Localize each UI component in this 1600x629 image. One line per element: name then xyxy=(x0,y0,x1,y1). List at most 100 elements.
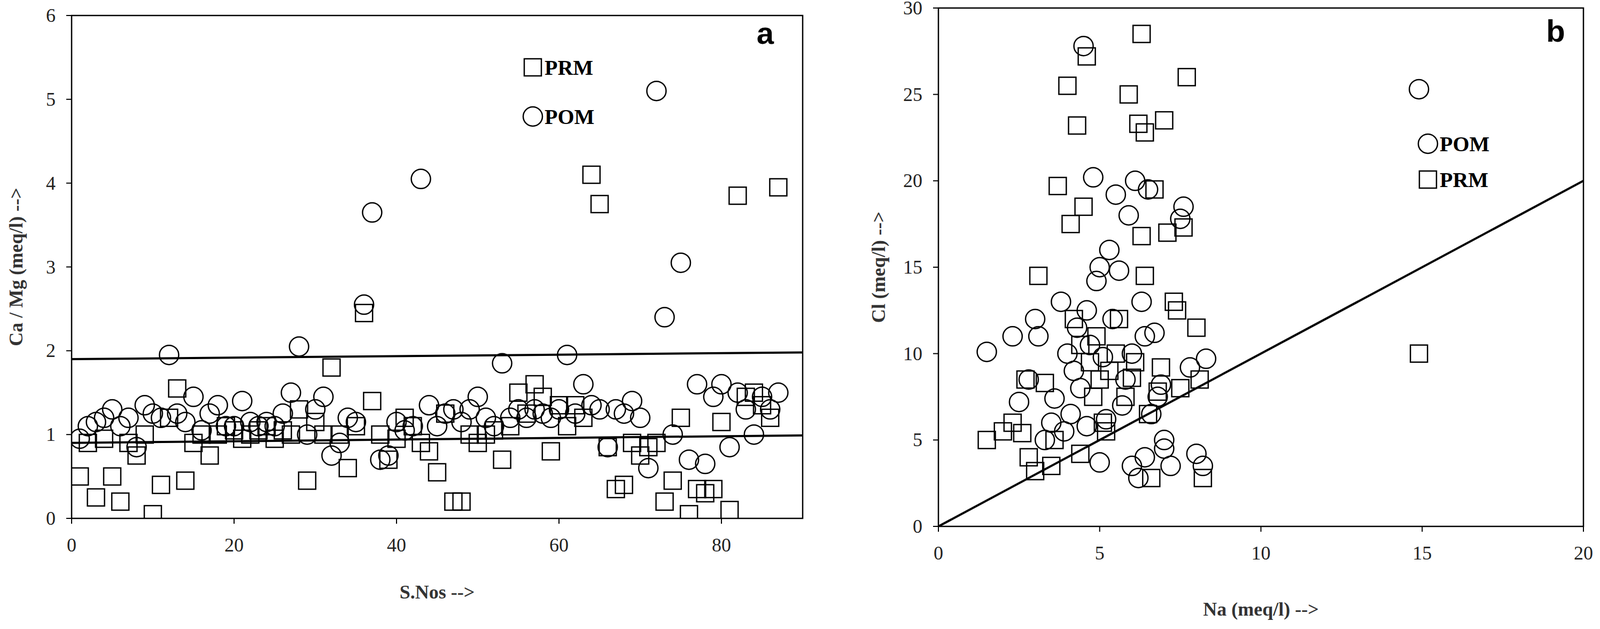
scatter-point xyxy=(1155,111,1173,129)
y-tick xyxy=(933,7,939,9)
scatter-point xyxy=(1148,383,1167,401)
x-tick xyxy=(395,518,398,524)
x-tick xyxy=(233,518,235,524)
scatter-point xyxy=(159,345,179,365)
y-tick xyxy=(933,525,939,527)
scatter-point xyxy=(656,493,674,511)
scatter-point xyxy=(672,409,690,427)
scatter-point xyxy=(1107,345,1125,363)
x-tick-label: 80 xyxy=(711,534,732,556)
scatter-point xyxy=(1090,257,1110,277)
scatter-point xyxy=(1049,177,1067,195)
scatter-point xyxy=(95,430,113,448)
scatter-point xyxy=(322,359,340,377)
marks xyxy=(71,81,803,519)
legend-marker xyxy=(1419,171,1437,189)
scatter-point xyxy=(1081,353,1099,371)
scatter-point xyxy=(1161,456,1181,476)
y-tick xyxy=(66,98,72,100)
scatter-point xyxy=(402,416,423,436)
scatter-point xyxy=(1151,375,1171,395)
scatter-point xyxy=(1144,323,1164,343)
x-tick-label: 60 xyxy=(549,534,569,556)
scatter-point xyxy=(199,404,220,424)
scatter-point xyxy=(313,387,333,407)
scatter-point xyxy=(1045,431,1063,449)
scatter-point xyxy=(1036,374,1054,392)
y-tick xyxy=(66,266,72,268)
scatter-point xyxy=(541,408,561,428)
plot-frame xyxy=(71,15,803,519)
scatter-point xyxy=(1145,181,1163,199)
scatter-point xyxy=(1142,469,1160,487)
scatter-point xyxy=(136,425,154,444)
legend-label: POM xyxy=(544,104,595,129)
x-tick xyxy=(558,518,560,524)
y-tick-label: 20 xyxy=(903,169,923,192)
legend-label: PRM xyxy=(1439,167,1489,192)
scatter-point xyxy=(87,488,105,507)
plot-frame xyxy=(938,8,1584,527)
scatter-point xyxy=(1035,430,1055,450)
scatter-point xyxy=(1119,205,1139,225)
scatter-point xyxy=(1083,167,1104,188)
x-tick-label: 20 xyxy=(1573,542,1594,564)
scatter-point xyxy=(1154,439,1174,459)
scatter-point xyxy=(695,454,716,474)
x-tick xyxy=(1099,526,1101,532)
scatter-point xyxy=(453,493,471,511)
y-tick-label: 3 xyxy=(45,256,56,278)
y-tick-label: 5 xyxy=(45,88,56,111)
scatter-point xyxy=(1090,452,1110,472)
reference-line xyxy=(938,180,1584,527)
scatter-point xyxy=(671,253,691,273)
scatter-point xyxy=(1194,469,1212,487)
scatter-point xyxy=(664,471,682,489)
scatter-point xyxy=(712,413,730,431)
reference-line xyxy=(71,435,803,444)
y-tick-label: 1 xyxy=(45,423,56,446)
scatter-point xyxy=(1068,117,1086,135)
scatter-point xyxy=(1123,369,1141,387)
y-tick-label: 30 xyxy=(903,0,923,19)
scatter-point xyxy=(1132,25,1151,43)
chart-panel: 0204060800123456S.Nos -->Ca / Mg (meq/l)… xyxy=(5,4,803,603)
scatter-point xyxy=(128,446,146,464)
scatter-point xyxy=(583,166,601,184)
scatter-point xyxy=(1077,416,1097,436)
scatter-point xyxy=(720,501,739,519)
scatter-point xyxy=(135,395,155,415)
scatter-point xyxy=(1116,388,1135,406)
scatter-point xyxy=(744,424,764,445)
scatter-point xyxy=(1409,79,1429,99)
scatter-point xyxy=(615,476,633,494)
scatter-point xyxy=(597,437,618,457)
legend-marker xyxy=(1418,134,1438,154)
scatter-point xyxy=(200,446,219,464)
y-tick-label: 25 xyxy=(903,83,923,106)
scatter-point xyxy=(1410,345,1428,363)
scatter-point xyxy=(769,179,787,197)
scatter-point xyxy=(1103,309,1123,329)
scatter-point xyxy=(71,468,89,486)
x-tick xyxy=(1582,526,1584,532)
x-tick-label: 10 xyxy=(1251,542,1271,564)
scatter-point xyxy=(630,408,650,428)
scatter-point xyxy=(680,505,698,519)
scatter-point xyxy=(1096,409,1116,430)
scatter-point xyxy=(1174,197,1194,217)
figure: 0204060800123456S.Nos -->Ca / Mg (meq/l)… xyxy=(0,0,1600,629)
x-tick-label: 5 xyxy=(1094,542,1105,564)
scatter-point xyxy=(1132,227,1151,245)
x-tick xyxy=(1421,526,1423,532)
scatter-point xyxy=(411,169,431,189)
scatter-point xyxy=(534,388,552,406)
y-tick-label: 5 xyxy=(912,429,923,451)
scatter-point xyxy=(1152,359,1170,377)
scatter-point xyxy=(655,307,675,328)
panel-label: b xyxy=(1546,13,1565,49)
panel-label: a xyxy=(756,15,775,51)
reference-line xyxy=(71,352,803,360)
scatter-point xyxy=(1074,36,1094,56)
scatter-point xyxy=(476,408,496,428)
